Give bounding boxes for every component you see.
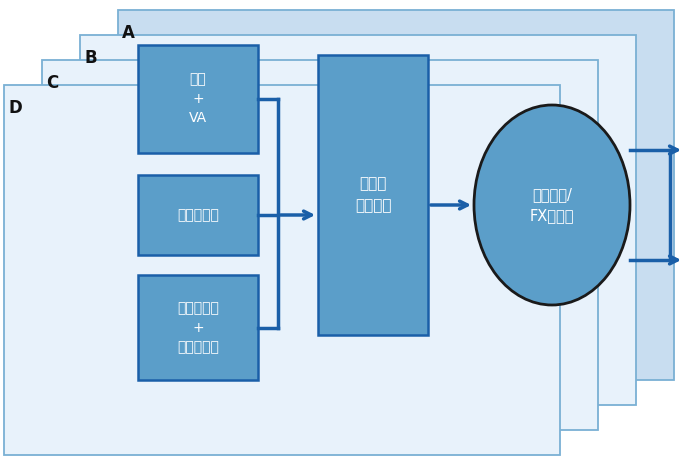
Text: フィルタ/
FXセンド: フィルタ/ FXセンド <box>529 187 575 223</box>
Bar <box>118 10 674 380</box>
Bar <box>80 35 636 405</box>
Text: D: D <box>8 99 22 117</box>
Text: 加算
+
VA: 加算 + VA <box>189 73 207 125</box>
Text: B: B <box>84 49 96 67</box>
Ellipse shape <box>474 105 630 305</box>
Bar <box>42 60 598 430</box>
Bar <box>138 45 258 153</box>
Text: ソース
フィルタ: ソース フィルタ <box>355 176 391 213</box>
Text: C: C <box>46 74 58 92</box>
Text: スペクトル: スペクトル <box>177 208 219 222</box>
Text: グラニュラ
+
サンプラー: グラニュラ + サンプラー <box>177 301 219 354</box>
Bar <box>138 275 258 380</box>
Bar <box>4 85 560 455</box>
Bar <box>138 175 258 255</box>
Bar <box>318 55 428 335</box>
Text: A: A <box>122 24 135 42</box>
